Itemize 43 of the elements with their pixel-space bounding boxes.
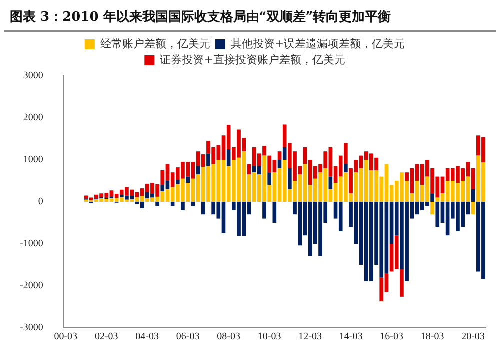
- bar: [268, 172, 272, 186]
- x-tick-label: 20-03: [462, 332, 485, 343]
- y-tick-label: 2000: [23, 112, 44, 124]
- bar: [226, 150, 231, 166]
- bar: [328, 176, 333, 190]
- bar: [288, 168, 292, 190]
- x-tick-label: 12-03: [298, 332, 322, 343]
- bar: [400, 269, 404, 297]
- bar: [278, 160, 282, 168]
- x-tick-label: 00-03: [54, 332, 78, 343]
- chart-title: 图表 3：2010 年以来我国国际收支格局由“双顺差”转向更加平衡: [4, 0, 496, 32]
- bar: [176, 180, 180, 184]
- x-tick-label: 04-03: [136, 332, 160, 343]
- y-tick-label: 3000: [23, 70, 44, 82]
- bar: [201, 202, 206, 215]
- bar: [262, 202, 266, 219]
- bar: [471, 202, 476, 215]
- bar: [272, 202, 277, 223]
- y-tick-label: 1000: [23, 154, 44, 166]
- bar: [344, 164, 348, 173]
- bar: [430, 194, 434, 202]
- x-tick-label: 10-03: [258, 332, 282, 343]
- legend-label: 其他投资+误差遗漏项差额，亿美元: [230, 37, 406, 50]
- bar: [282, 147, 287, 160]
- x-tick-label: 14-03: [339, 332, 363, 343]
- x-tick-label: 16-03: [380, 332, 404, 343]
- bar: [186, 176, 190, 184]
- x-tick-label: 06-03: [176, 332, 200, 343]
- bar: [278, 152, 282, 160]
- bar: [471, 189, 476, 202]
- x-tick-label: 08-03: [217, 332, 241, 343]
- bar: [206, 154, 210, 166]
- y-tick-label: -3000: [20, 322, 44, 334]
- y-tick-label: -2000: [20, 280, 44, 292]
- legend-label: 证券投资+直接投资账户差额，亿美元: [160, 53, 346, 66]
- y-tick-label: 0: [38, 196, 44, 208]
- y-tick-label: -1000: [20, 238, 44, 250]
- x-tick-label: 18-03: [420, 332, 444, 343]
- bar: [181, 202, 185, 210]
- bar: [430, 202, 434, 215]
- bar: [156, 202, 160, 206]
- legend-label: 经常账户差额，亿美元: [100, 37, 210, 50]
- x-tick-label: 02-03: [94, 332, 118, 343]
